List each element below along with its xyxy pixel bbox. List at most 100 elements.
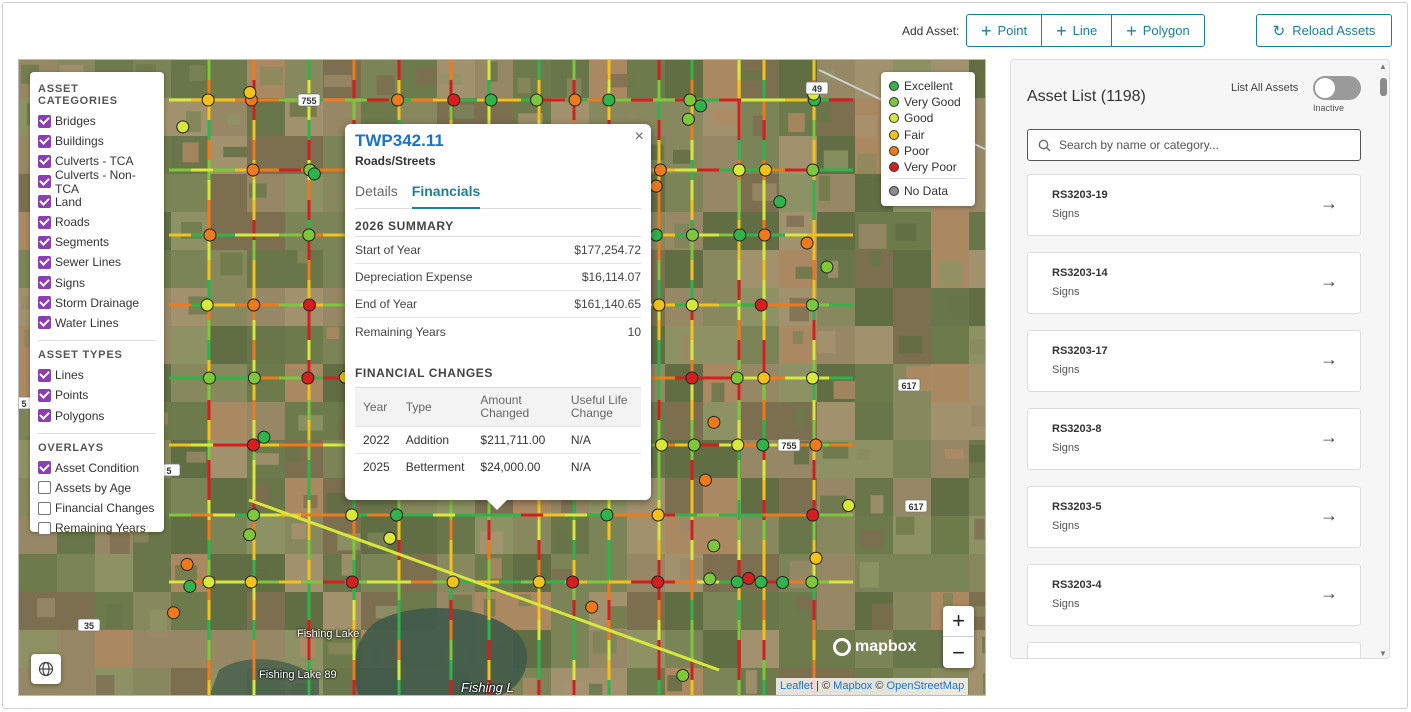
checkbox[interactable] (38, 215, 51, 229)
arrow-right-icon[interactable]: → (1320, 583, 1338, 603)
legend-item: Excellent (889, 78, 967, 94)
zoom-out-button[interactable]: − (952, 639, 965, 665)
checkbox[interactable] (38, 276, 51, 290)
arrow-right-icon[interactable]: → (1320, 193, 1338, 213)
add-point-button[interactable]: + Point (967, 15, 1043, 46)
plus-icon: + (1056, 20, 1067, 41)
leaflet-link[interactable]: Leaflet (780, 680, 814, 692)
overlays-heading: OVERLAYS (38, 441, 104, 454)
checkbox[interactable] (38, 296, 51, 310)
table-cell: N/A (562, 426, 641, 454)
search-icon (1038, 139, 1051, 151)
scroll-down-icon[interactable]: ▼ (1379, 649, 1387, 658)
checkbox[interactable] (38, 461, 51, 475)
zoom-in-button[interactable]: + (943, 606, 974, 637)
asset-search[interactable] (1027, 129, 1361, 161)
checkbox[interactable] (38, 409, 51, 423)
legend-item: Very Good (889, 94, 967, 110)
layer-toggle-bridges[interactable]: Bridges (38, 111, 156, 131)
asset-category: Signs (1052, 364, 1080, 376)
search-input[interactable] (1059, 138, 1339, 152)
legend-item-no-data: No Data (889, 183, 967, 199)
checkbox[interactable] (38, 154, 51, 168)
reload-assets-button[interactable]: ↻ Reload Assets (1256, 14, 1392, 47)
map-view[interactable]: 755 49 617 617 35 5 5 755 Fishing Lake Fishing … (18, 59, 986, 696)
checkbox[interactable] (38, 368, 51, 382)
layer-toggle-storm-drainage[interactable]: Storm Drainage (38, 293, 156, 313)
layer-toggle-assets-by-age[interactable]: Assets by Age (38, 478, 156, 498)
tab-financials[interactable]: Financials (411, 183, 481, 209)
globe-button[interactable] (31, 654, 61, 684)
table-row: 2022 Addition $211,711.00 N/A (355, 426, 641, 454)
close-icon[interactable]: × (634, 128, 644, 145)
layer-toggle-lines[interactable]: Lines (38, 365, 156, 385)
road-shield-label: 35 (84, 621, 94, 631)
arrow-right-icon[interactable]: → (1320, 349, 1338, 369)
layer-toggle-buildings[interactable]: Buildings (38, 131, 156, 151)
toggle-state-label: Inactive (1313, 103, 1345, 113)
asset-types-heading: ASSET TYPES (38, 349, 123, 362)
asset-category: Signs (1052, 442, 1080, 454)
layer-toggle-land[interactable]: Land (38, 192, 156, 212)
asset-list-panel: Asset List (1198) List All Assets Inacti… (1010, 59, 1390, 659)
layer-toggle-water-lines[interactable]: Water Lines (38, 313, 156, 333)
checkbox[interactable] (38, 501, 51, 515)
list-all-assets-toggle[interactable] (1313, 76, 1361, 100)
list-item[interactable]: RS3203-5 Signs → (1027, 486, 1361, 548)
list-item[interactable]: RS3203-17 Signs → (1027, 330, 1361, 392)
layer-toggle-asset-condition[interactable]: Asset Condition (38, 458, 156, 478)
scrollbar-thumb[interactable] (1380, 78, 1387, 96)
list-item[interactable]: RS3203-14 Signs → (1027, 252, 1361, 314)
list-item[interactable]: RS3203-4 Signs → (1027, 564, 1361, 626)
layer-toggle-remaining-years[interactable]: Remaining Years (38, 518, 156, 538)
list-item[interactable]: RS3203-19 Signs → (1027, 174, 1361, 236)
checkbox[interactable] (38, 134, 51, 148)
list-item-partial[interactable] (1027, 642, 1361, 658)
zoom-control: + − (943, 606, 974, 668)
legend-dot (889, 129, 899, 140)
checkbox[interactable] (38, 481, 51, 495)
table-cell: $24,000.00 (472, 453, 563, 481)
layer-toggle-polygons[interactable]: Polygons (38, 405, 156, 425)
checkbox[interactable] (38, 235, 51, 249)
plus-icon: + (981, 20, 992, 41)
list-item[interactable]: RS3203-8 Signs → (1027, 408, 1361, 470)
layer-toggle-culverts-tca[interactable]: Culverts - TCA (38, 151, 156, 171)
plus-icon: + (1126, 20, 1137, 41)
legend-dot (889, 162, 899, 173)
openstreetmap-link[interactable]: OpenStreetMap (886, 680, 965, 692)
asset-name: RS3203-19 (1052, 189, 1108, 201)
scroll-up-icon[interactable]: ▲ (1379, 62, 1387, 71)
checkbox[interactable] (38, 195, 51, 209)
checkbox[interactable] (38, 521, 51, 535)
layer-toggle-points[interactable]: Points (38, 385, 156, 405)
layer-toggle-financial-changes[interactable]: Financial Changes (38, 498, 156, 518)
checkbox[interactable] (38, 255, 51, 269)
checkbox[interactable] (38, 316, 51, 330)
road-shield-label: 617 (908, 502, 923, 512)
place-label: Fishing Lake 89 (259, 669, 337, 681)
checkbox[interactable] (38, 114, 51, 128)
arrow-right-icon[interactable]: → (1320, 505, 1338, 525)
tab-details[interactable]: Details (355, 183, 398, 199)
asset-category: Signs (1052, 520, 1080, 532)
checkbox[interactable] (38, 175, 51, 189)
layer-toggle-roads[interactable]: Roads (38, 212, 156, 232)
layer-toggle-sewer-lines[interactable]: Sewer Lines (38, 252, 156, 272)
add-line-button[interactable]: + Line (1042, 15, 1113, 46)
road-shield-label: 755 (301, 96, 316, 106)
asset-list-scrollbar[interactable]: ▲ ▼ (1378, 62, 1388, 658)
layer-toggle-culverts-non-tca[interactable]: Culverts - Non-TCA (38, 168, 156, 196)
summary-row: Start of Year $177,254.72 (355, 237, 641, 264)
layer-toggle-signs[interactable]: Signs (38, 273, 156, 293)
popup-subtitle: Roads/Streets (355, 154, 436, 168)
arrow-right-icon[interactable]: → (1320, 427, 1338, 447)
legend-dot (889, 145, 899, 156)
checkbox[interactable] (38, 388, 51, 402)
add-polygon-button[interactable]: + Polygon (1112, 15, 1204, 46)
mapbox-link[interactable]: Mapbox (833, 680, 873, 692)
arrow-right-icon[interactable]: → (1320, 271, 1338, 291)
asset-list-title: Asset List (1198) (1027, 88, 1146, 105)
layer-toggle-segments[interactable]: Segments (38, 232, 156, 252)
asset-category: Signs (1052, 286, 1080, 298)
